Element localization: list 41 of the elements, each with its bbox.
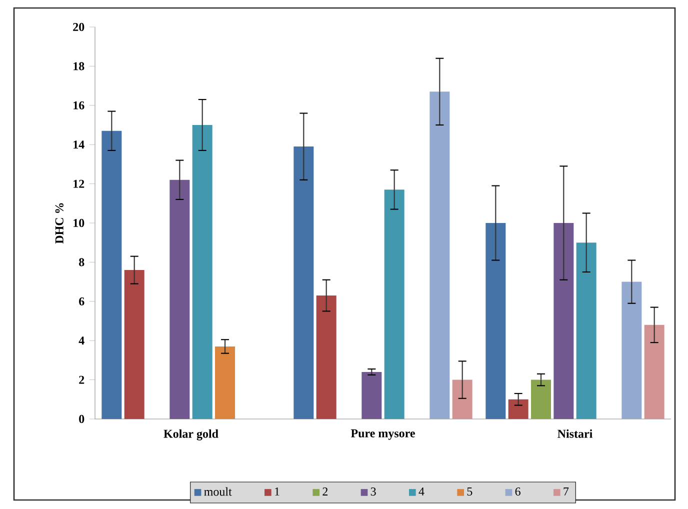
legend-label: 1 (275, 488, 280, 496)
legend-label: 6 (515, 487, 520, 496)
y-tick-label: 18 (74, 62, 84, 70)
y-axis-title: DHC % (55, 203, 64, 244)
bar (102, 130, 122, 419)
x-tick-label: Nistari (558, 429, 592, 438)
bar (362, 372, 382, 419)
bar (170, 180, 190, 419)
bar (622, 282, 642, 419)
legend-label: 7 (564, 488, 569, 496)
bar (576, 242, 596, 419)
bar (124, 270, 144, 419)
y-tick-label: 8 (79, 258, 84, 266)
legend-label: 5 (467, 488, 472, 496)
bar (530, 380, 551, 419)
legend-label: 2 (322, 487, 328, 496)
y-tick-label: 20 (73, 22, 84, 32)
x-tick-label: Pure mysore (350, 429, 415, 440)
bar (192, 124, 212, 419)
bar (215, 346, 236, 419)
y-tick-label: 10 (74, 218, 84, 228)
y-tick-label: 12 (74, 180, 84, 188)
y-tick-label: 14 (74, 140, 84, 149)
legend-label: 4 (418, 488, 424, 496)
bar (644, 324, 664, 419)
bar (384, 190, 404, 419)
legend-label: 3 (370, 487, 376, 496)
x-tick-label: Kolar gold (164, 429, 218, 440)
y-tick-label: 2 (79, 376, 84, 384)
bar (430, 92, 450, 419)
bar (294, 146, 314, 419)
bar (486, 222, 506, 419)
y-tick-label: 16 (74, 101, 84, 110)
y-tick-label: 0 (79, 414, 84, 424)
bar (316, 296, 336, 419)
legend-label: moult (204, 487, 232, 496)
bar (554, 222, 574, 419)
y-tick-label: 4 (78, 336, 84, 345)
bar (508, 399, 528, 419)
bar (452, 380, 472, 419)
y-tick-label: 6 (79, 297, 84, 306)
